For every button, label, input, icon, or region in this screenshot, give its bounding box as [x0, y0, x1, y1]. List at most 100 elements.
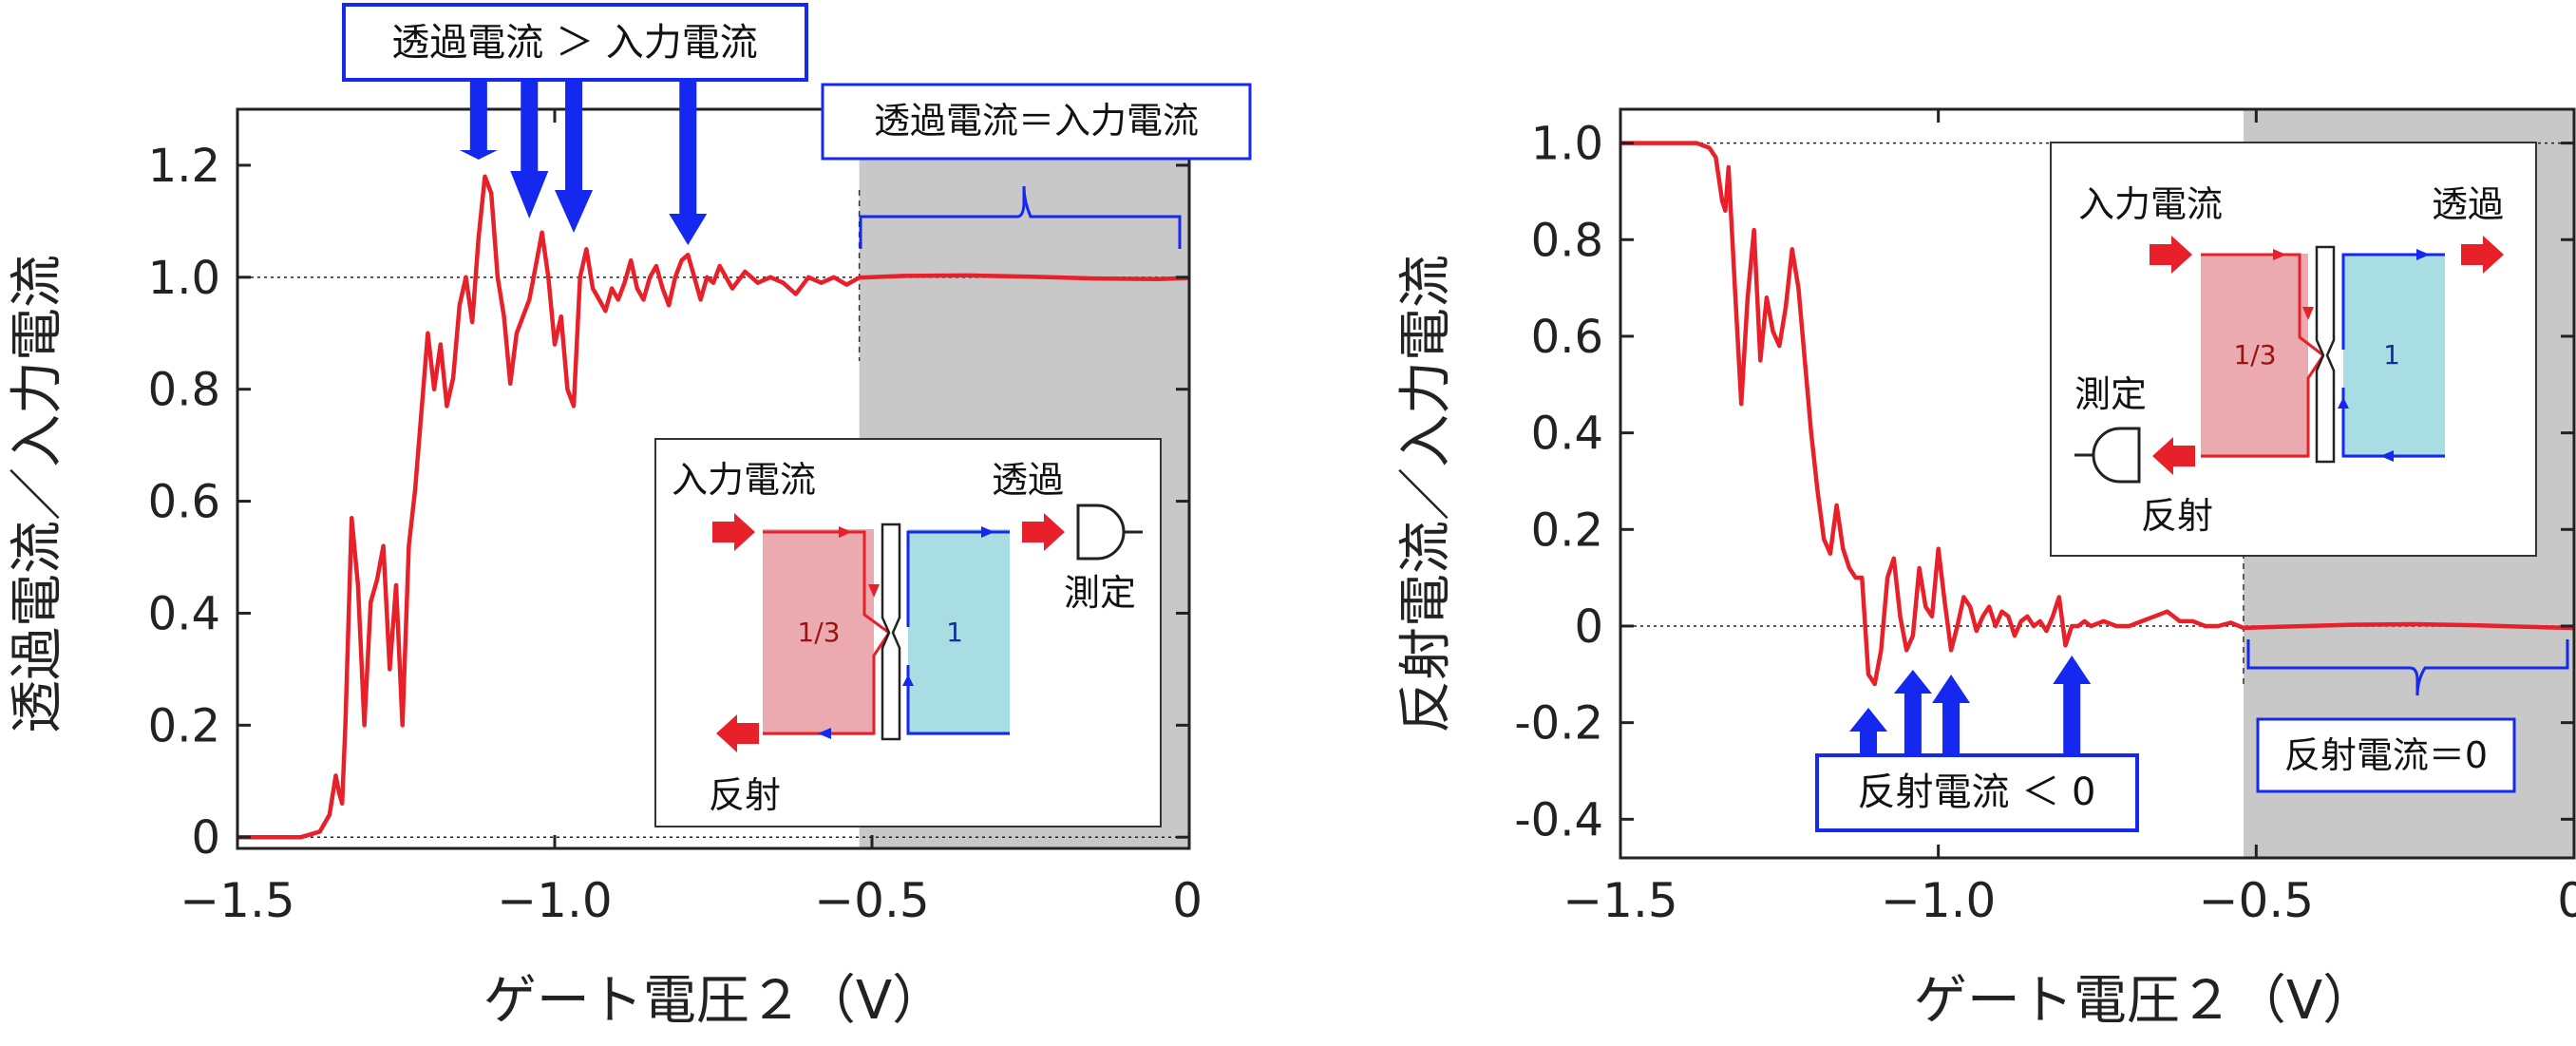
left-inset-cyan-region — [908, 529, 1010, 735]
blue-arrow-icon — [459, 80, 498, 160]
y-tick-label: 0 — [191, 811, 220, 865]
right-inset-transmit-label: 透過 — [2432, 183, 2504, 225]
left-inset-left-value: 1/3 — [797, 617, 840, 648]
right-inset-reflect-edge — [2201, 354, 2325, 458]
left-inset-input-arrow-icon — [712, 513, 755, 551]
left-blue-arrows — [459, 80, 708, 245]
x-tick-label: −1.5 — [180, 873, 294, 928]
right-inset-reflect-arrow-icon — [2152, 437, 2195, 475]
right-inset-right-value: 1 — [2383, 339, 2400, 371]
y-tick-label: 1.2 — [148, 140, 220, 193]
right-inset-detector-icon — [2074, 427, 2141, 484]
blue-arrow-icon — [2053, 656, 2092, 755]
left-inset-reflect-arrow-icon — [716, 714, 759, 752]
left-blue-bracket — [859, 185, 1182, 249]
right-inset-qpc-gate — [2315, 245, 2336, 464]
right-axis-ticks: −1.5 −1.0 −0.5 0 -0.4 -0.2 0 0.2 0.4 0.6 0.8 1.0 — [1514, 109, 2576, 928]
left-inset-qpc-gate — [881, 523, 901, 741]
left-inset-detector-icon — [1076, 504, 1143, 561]
right-inset-red-arrowhead-2 — [2302, 307, 2314, 320]
y-tick-label: 0.4 — [148, 587, 220, 640]
blue-arrow-icon — [1893, 670, 1932, 755]
left-x-axis-title: ゲート電圧２（V） — [483, 970, 945, 1032]
right-blue-arrows — [1849, 656, 2092, 755]
left-inset-schematic: 入力電流 透過 測定 反射 1/3 1 — [654, 438, 1162, 827]
left-plot-frame — [236, 107, 1191, 850]
left-bracket-callout-label: 透過電流＝入力電流 — [874, 100, 1199, 142]
left-inset-blue-arrowhead-3 — [818, 728, 831, 739]
left-inset-reflect-label: 反射 — [709, 774, 781, 816]
x-tick-label: −0.5 — [814, 873, 929, 928]
left-inset-measure-label: 測定 — [1064, 572, 1136, 614]
right-y-axis-title: 反射電流／入力電流 — [1395, 255, 1457, 733]
left-arrow-callout-box — [342, 3, 808, 82]
left-bracket-callout-box — [821, 83, 1252, 161]
blue-arrow-icon — [669, 80, 708, 245]
left-inset-input-edge — [763, 530, 890, 635]
right-blue-bracket — [2246, 639, 2569, 696]
blue-arrow-icon — [1932, 675, 1971, 755]
x-tick-label: −1.0 — [1881, 873, 1996, 928]
x-tick-label: −0.5 — [2199, 873, 2314, 928]
y-tick-label: 0.2 — [1531, 504, 1603, 557]
right-inset-red-region — [2201, 254, 2308, 458]
left-y-axis-title: 透過電流／入力電流 — [7, 255, 68, 733]
left-inset-transmit-edge — [906, 530, 1010, 627]
x-tick-label: −1.0 — [497, 873, 612, 928]
x-tick-label: −1.5 — [1563, 873, 1677, 928]
right-inset-input-label: 入力電流 — [2078, 183, 2223, 225]
right-inset-red-arrowhead-1 — [2273, 249, 2286, 260]
x-tick-label: 0 — [2557, 873, 2576, 928]
right-inset-cyan-region — [2343, 254, 2445, 458]
right-arrow-callout-label: 反射電流 ＜ 0 — [1858, 770, 2096, 814]
left-inset-blue-arrowhead-1 — [981, 526, 994, 538]
left-inset-red-arrowhead-1 — [839, 526, 852, 538]
right-inset-transmit-edge — [2341, 253, 2445, 350]
right-inset-measure-label: 測定 — [2074, 373, 2147, 415]
y-tick-label: 0 — [1574, 600, 1603, 654]
left-inset-red-region — [763, 529, 874, 735]
right-inset-return-edge — [2341, 388, 2445, 458]
y-tick-label: 0.8 — [148, 364, 220, 417]
right-chart-panel: −1.5 −1.0 −0.5 0 -0.4 -0.2 0 0.2 0.4 0.6 0.8 1.0 ゲー… — [1395, 107, 2576, 1032]
right-reflection-curve — [1620, 141, 2575, 687]
left-arrow-callout-label: 透過電流 ＞ 入力電流 — [391, 21, 757, 65]
blue-arrow-icon — [510, 80, 549, 219]
left-inset-transmit-arrow-icon — [1022, 513, 1065, 551]
right-plot-frame — [1619, 107, 2576, 860]
right-bracket-callout-label: 反射電流＝0 — [2284, 734, 2488, 776]
right-inset-transmit-arrow-icon — [2461, 236, 2504, 274]
left-inset-return-edge — [906, 665, 1010, 735]
blue-arrow-icon — [555, 80, 594, 233]
right-inset-schematic: 入力電流 透過 測定 反射 1/3 1 — [2050, 142, 2537, 557]
right-inset-reflect-label: 反射 — [2141, 495, 2213, 537]
left-transmission-curve — [237, 174, 1190, 840]
y-tick-label: 0.2 — [148, 699, 220, 752]
left-inset-input-label: 入力電流 — [672, 459, 816, 501]
right-bracket-callout-box — [2256, 717, 2516, 793]
y-tick-label: 1.0 — [1531, 118, 1603, 171]
y-tick-label: 0.6 — [148, 476, 220, 529]
right-inset-blue-arrowhead-3 — [2380, 450, 2394, 462]
left-chart-panel: −1.5 −1.0 −0.5 0 0 0.2 0.4 0.6 0.8 1.0 1.2 ゲート電圧２（… — [7, 3, 1252, 1032]
y-tick-label: -0.4 — [1514, 793, 1603, 846]
left-inset-right-value: 1 — [946, 617, 963, 648]
left-inset-blue-arrowhead-2 — [902, 675, 914, 686]
right-inset-input-arrow-icon — [2150, 236, 2192, 274]
y-tick-label: 0.6 — [1531, 311, 1603, 364]
right-arrow-callout-box — [1815, 753, 2139, 832]
left-inset-red-arrowhead-2 — [868, 584, 880, 598]
right-inset-left-value: 1/3 — [2233, 339, 2276, 371]
right-inset-blue-arrowhead-1 — [2416, 249, 2430, 260]
right-inset-blue-arrowhead-2 — [2338, 397, 2349, 409]
y-tick-label: 0.4 — [1531, 408, 1603, 461]
left-inset-transmit-label: 透過 — [992, 459, 1064, 501]
right-inset-input-edge — [2201, 253, 2324, 357]
blue-arrow-icon — [1849, 708, 1888, 755]
right-x-axis-title: ゲート電圧２（V） — [1914, 970, 2376, 1032]
left-axis-ticks: −1.5 −1.0 −0.5 0 0 0.2 0.4 0.6 0.8 1.0 1.2 — [148, 109, 1203, 928]
y-tick-label: -0.2 — [1514, 697, 1603, 751]
y-tick-label: 0.8 — [1531, 214, 1603, 267]
y-tick-label: 1.0 — [148, 252, 220, 305]
